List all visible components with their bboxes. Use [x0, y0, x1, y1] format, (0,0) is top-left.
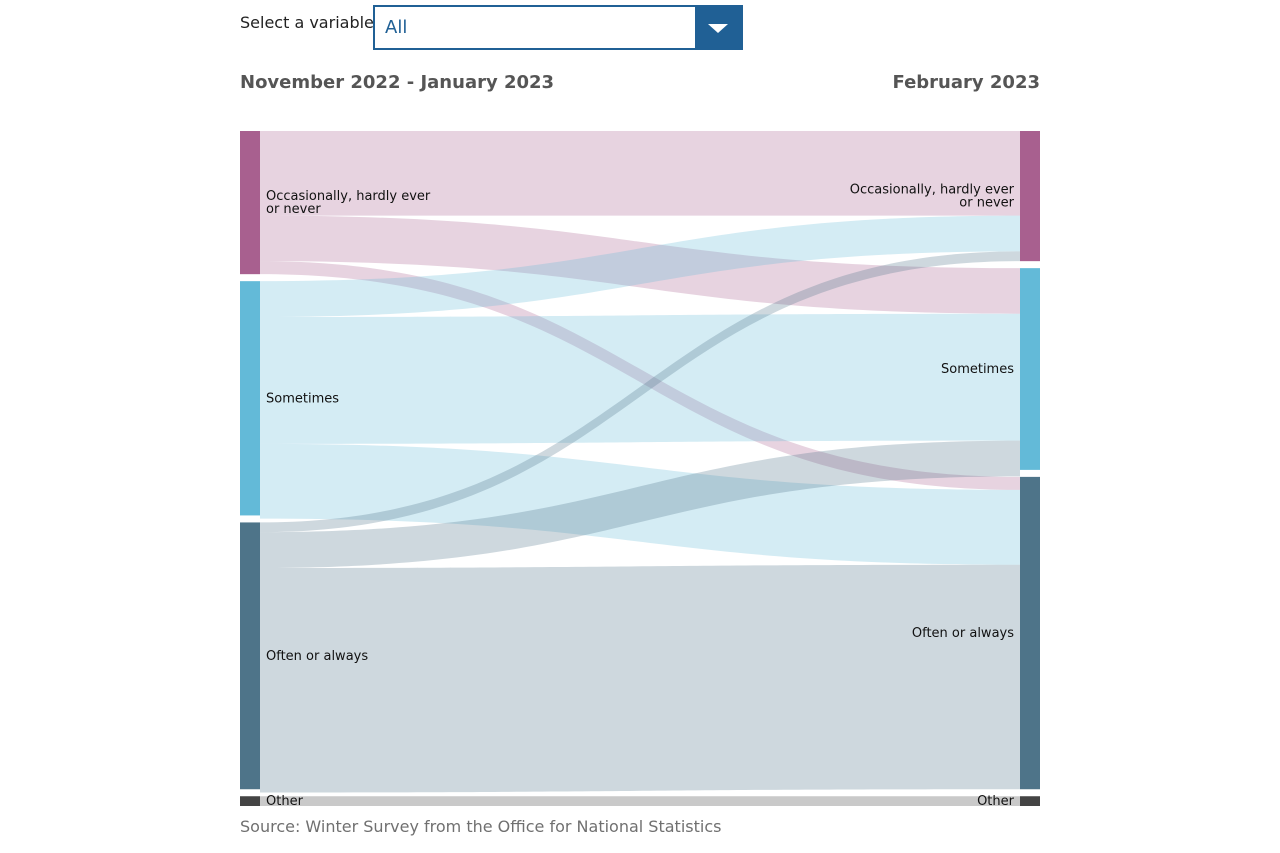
node-left-other: [240, 796, 260, 806]
node-label-left-occasionally: Occasionally, hardly ever or never: [266, 189, 431, 217]
flow-other-to-other: [260, 796, 1020, 806]
node-right-occasionally: [1020, 131, 1040, 262]
flow-occasionally-to-occasionally: [260, 131, 1020, 216]
node-label-left-often: Often or always: [266, 649, 368, 664]
node-left-often: [240, 522, 260, 790]
caret-down-icon: [708, 24, 728, 33]
flow-often-to-sometimes: [260, 440, 1020, 568]
sankey-labels: Occasionally, hardly ever or never Sometim…: [266, 183, 1015, 810]
flow-sometimes-to-sometimes: [260, 313, 1020, 444]
sankey-flows: [260, 131, 1020, 806]
node-right-often: [1020, 476, 1040, 790]
node-left-occasionally: [240, 131, 260, 275]
sankey-nodes: [240, 131, 1040, 806]
node-left-sometimes: [240, 281, 260, 516]
node-label-right-occasionally: Occasionally, hardly ever or never: [850, 183, 1015, 211]
variable-selector-label: Select a variable:: [240, 13, 380, 32]
flow-sometimes-to-often: [260, 443, 1020, 565]
node-label-right-other: Other: [977, 794, 1015, 809]
node-right-sometimes: [1020, 268, 1040, 470]
node-label-left-other: Other: [266, 794, 304, 809]
dropdown-button[interactable]: [695, 7, 741, 48]
variable-selector: Select a variable: All: [240, 5, 750, 50]
period-right-heading: February 2023: [892, 72, 1040, 93]
variable-select-dropdown[interactable]: All: [373, 5, 743, 50]
period-left-heading: November 2022 - January 2023: [240, 72, 555, 93]
node-label-left-sometimes: Sometimes: [266, 391, 339, 406]
flow-occasionally-to-sometimes: [260, 215, 1020, 314]
flow-occasionally-to-often: [260, 261, 1020, 490]
variable-select-value: All: [385, 17, 408, 38]
node-right-other: [1020, 796, 1040, 806]
source-note: Source: Winter Survey from the Office fo…: [240, 817, 722, 836]
flow-often-to-occasionally: [260, 251, 1020, 533]
node-label-right-sometimes: Sometimes: [941, 362, 1014, 377]
flow-sometimes-to-occasionally: [260, 215, 1020, 317]
flow-often-to-often: [260, 564, 1020, 793]
node-label-right-often: Often or always: [912, 626, 1014, 641]
